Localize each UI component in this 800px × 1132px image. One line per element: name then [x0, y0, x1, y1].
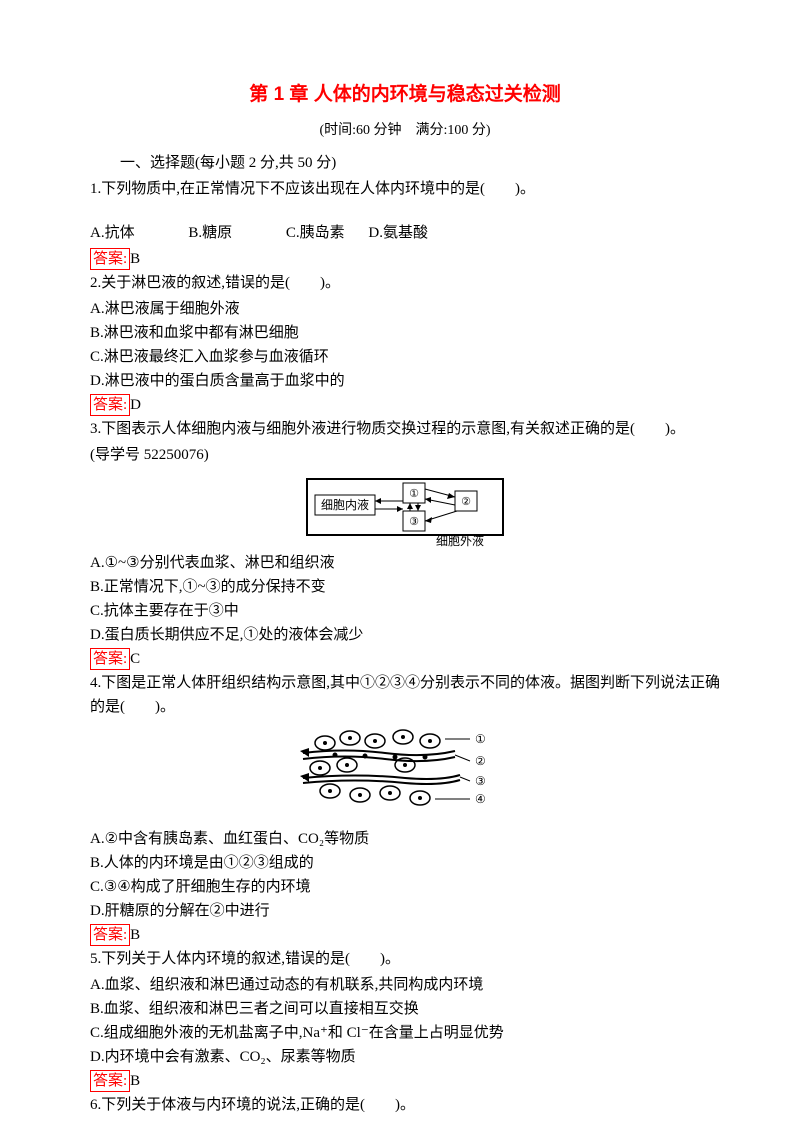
question-3-stem: 3.下图表示人体细胞内液与细胞外液进行物质交换过程的示意图,有关叙述正确的是( …	[90, 417, 720, 441]
q1-answer-value: B	[130, 251, 140, 267]
q2-opt-a: A.淋巴液属于细胞外液	[90, 297, 720, 321]
q4-opt-b: B.人体的内环境是由①②③组成的	[90, 851, 720, 875]
answer-label: 答案:	[90, 248, 130, 270]
q4-circle-2: ②	[475, 754, 486, 768]
answer-label: 答案:	[90, 1070, 130, 1092]
q1-opt-a: A.抗体	[90, 225, 135, 241]
q3-circle-3: ③	[409, 516, 419, 528]
q2-opt-b: B.淋巴液和血浆中都有淋巴细胞	[90, 321, 720, 345]
q1-opt-c: C.胰岛素	[286, 225, 345, 241]
question-5-stem: 5.下列关于人体内环境的叙述,错误的是( )。	[90, 947, 720, 971]
q3-opt-d: D.蛋白质长期供应不足,①处的液体会减少	[90, 623, 720, 647]
q3-label-outer: 细胞外液	[436, 533, 484, 547]
question-3-ref: (导学号 52250076)	[90, 443, 720, 467]
q4-answer-value: B	[130, 927, 140, 943]
q2-opt-c: C.淋巴液最终汇入血浆参与血液循环	[90, 345, 720, 369]
q1-opt-b: B.糖原	[188, 225, 232, 241]
q5-answer: 答案:B	[90, 1069, 720, 1093]
q3-diagram-svg: 细胞内液 ① ② ③ 细胞外液	[305, 471, 505, 547]
q3-answer: 答案:C	[90, 647, 720, 671]
q5-opt-b: B.血浆、组织液和淋巴三者之间可以直接相互交换	[90, 997, 720, 1021]
q5-answer-value: B	[130, 1073, 140, 1089]
page-subtitle: (时间:60 分钟 满分:100 分)	[90, 120, 720, 142]
q1-answer: 答案:B	[90, 247, 720, 271]
answer-label: 答案:	[90, 648, 130, 670]
q3-opt-b: B.正常情况下,①~③的成分保持不变	[90, 575, 720, 599]
q3-circle-1: ①	[409, 488, 419, 500]
q5-opt-c: C.组成细胞外液的无机盐离子中,Na⁺和 Cl⁻在含量上占明显优势	[90, 1021, 720, 1045]
q4-diagram: ① ② ③ ④	[90, 723, 720, 813]
question-2-stem: 2.关于淋巴液的叙述,错误的是( )。	[90, 271, 720, 295]
question-6-stem: 6.下列关于体液与内环境的说法,正确的是( )。	[90, 1093, 720, 1117]
q1-opt-d: D.氨基酸	[368, 225, 428, 241]
question-1-stem: 1.下列物质中,在正常情况下不应该出现在人体内环境中的是( )。	[90, 177, 720, 201]
q3-opt-a: A.①~③分别代表血浆、淋巴和组织液	[90, 551, 720, 575]
q3-circle-2: ②	[461, 496, 471, 508]
q5-opt-a: A.血浆、组织液和淋巴通过动态的有机联系,共同构成内环境	[90, 973, 720, 997]
q4-opt-d: D.肝糖原的分解在②中进行	[90, 899, 720, 923]
q2-answer-value: D	[130, 397, 141, 413]
q4-opt-a: A.②中含有胰岛素、血红蛋白、CO₂等物质	[90, 827, 720, 851]
q2-answer: 答案:D	[90, 393, 720, 417]
q3-diagram: 细胞内液 ① ② ③ 细胞外液	[90, 471, 720, 547]
q3-opt-c: C.抗体主要存在于③中	[90, 599, 720, 623]
answer-label: 答案:	[90, 924, 130, 946]
question-4-stem: 4.下图是正常人体肝组织结构示意图,其中①②③④分别表示不同的体液。据图判断下列…	[90, 671, 720, 719]
q4-circle-1: ①	[475, 732, 486, 746]
question-1-options: A.抗体 B.糖原 C.胰岛素 D.氨基酸	[90, 221, 720, 245]
q4-diagram-svg: ① ② ③ ④	[295, 723, 515, 813]
q4-answer: 答案:B	[90, 923, 720, 947]
q4-circle-3: ③	[475, 774, 486, 788]
q5-opt-d: D.内环境中会有激素、CO₂、尿素等物质	[90, 1045, 720, 1069]
q2-opt-d: D.淋巴液中的蛋白质含量高于血浆中的	[90, 369, 720, 393]
q4-opt-c: C.③④构成了肝细胞生存的内环境	[90, 875, 720, 899]
page-title: 第 1 章 人体的内环境与稳态过关检测	[90, 80, 720, 110]
answer-label: 答案:	[90, 394, 130, 416]
section-header: 一、选择题(每小题 2 分,共 50 分)	[90, 151, 720, 175]
q4-circle-4: ④	[475, 792, 486, 806]
q3-answer-value: C	[130, 651, 140, 667]
q3-label-inner: 细胞内液	[321, 497, 369, 512]
